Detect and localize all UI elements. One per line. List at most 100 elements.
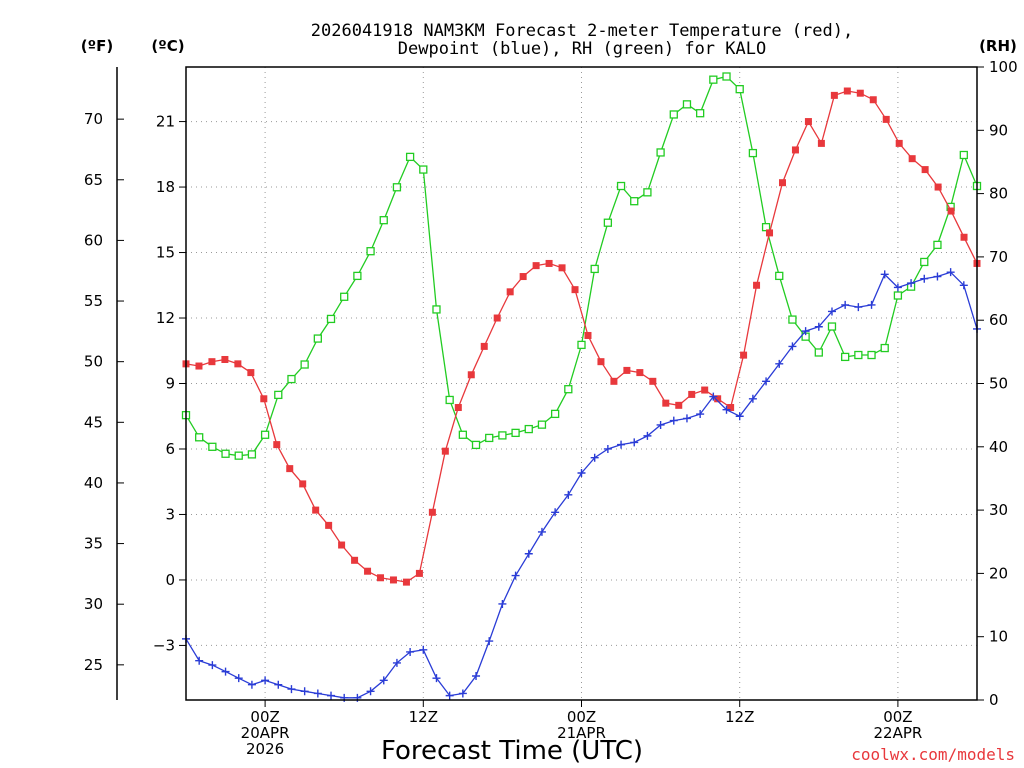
temperature-point	[882, 115, 890, 123]
rh-tick-label: 80	[989, 185, 1008, 203]
rh-point	[775, 271, 784, 281]
rh-point	[656, 148, 665, 157]
rh-point	[854, 350, 863, 360]
temperature-point	[234, 360, 242, 368]
rh-point	[313, 334, 322, 343]
temperature-point	[273, 441, 281, 449]
dewpoint-point	[564, 490, 573, 499]
x-tick-label: 21APR	[557, 724, 606, 742]
dewpoint-point	[577, 468, 586, 477]
dewpoint-point	[551, 508, 560, 517]
temperature-point	[532, 262, 540, 270]
celsius-tick-label: 15	[156, 244, 175, 262]
fahrenheit-tick-label: 65	[84, 171, 103, 189]
temperature-point	[817, 139, 825, 147]
temperature-point	[571, 286, 579, 294]
celsius-tick-label: 0	[165, 571, 175, 589]
temperature-point	[428, 508, 436, 516]
rh-point	[445, 395, 454, 405]
temperature-point	[636, 369, 644, 377]
dewpoint-point	[735, 412, 744, 421]
dewpoint-point	[669, 416, 678, 425]
rh-point	[959, 150, 968, 160]
grid-layer	[186, 67, 977, 700]
rh-point	[234, 451, 243, 460]
rh-point	[788, 315, 797, 324]
temperature-point	[623, 366, 631, 374]
dewpoint-point	[274, 680, 283, 689]
celsius-tick-label: 21	[156, 113, 175, 131]
temperature-point	[493, 314, 501, 322]
dewpoint-point	[221, 667, 230, 676]
rh-tick-label: 100	[989, 58, 1018, 76]
rh-point	[722, 72, 731, 81]
temperature-series-line	[185, 90, 978, 583]
dewpoint-point	[537, 527, 546, 536]
x-tick-label: 22APR	[873, 724, 922, 742]
temperature-point	[312, 506, 320, 514]
temperature-point	[364, 567, 372, 575]
rh-point	[247, 450, 257, 459]
dewpoint-point	[748, 394, 757, 403]
celsius-unit-label: (ºC)	[151, 37, 184, 55]
dewpoint-point	[893, 283, 902, 292]
chart-title-line-1: 2026041918 NAM3KM Forecast 2-meter Tempe…	[311, 21, 853, 41]
series-layer	[181, 72, 982, 702]
rh-point	[550, 409, 560, 419]
dewpoint-point	[590, 453, 599, 462]
dewpoint-point	[208, 661, 217, 670]
dewpoint-point	[445, 691, 454, 700]
fahrenheit-tick-label: 60	[84, 231, 103, 249]
dewpoint-point	[379, 676, 388, 685]
dewpoint-point	[775, 359, 784, 368]
rh-point	[590, 264, 599, 274]
dewpoint-point	[841, 300, 850, 309]
dewpoint-point	[920, 274, 929, 283]
x-tick-label: 12Z	[409, 708, 438, 726]
temperature-point	[480, 342, 488, 350]
fahrenheit-tick-label: 50	[84, 353, 103, 371]
temperature-point	[934, 183, 942, 191]
temperature-point	[753, 281, 761, 289]
temperature-point	[558, 264, 566, 272]
dewpoint-point	[511, 571, 520, 580]
temperature-point	[597, 358, 605, 366]
temperature-point	[584, 331, 592, 339]
rh-point	[195, 433, 204, 442]
rh-point	[274, 390, 283, 400]
dewpoint-point	[406, 647, 415, 656]
temperature-point	[441, 447, 449, 455]
x-tick-label: 00Z	[567, 708, 596, 726]
temperature-point	[454, 404, 462, 412]
dewpoint-point	[880, 270, 889, 279]
dewpoint-point	[696, 410, 705, 419]
rh-point	[893, 291, 903, 300]
rh-point	[379, 216, 388, 225]
x-tick-label: 2026	[246, 740, 284, 758]
temperature-point	[778, 179, 786, 187]
temperature-point	[804, 118, 812, 126]
temperature-point	[688, 390, 696, 398]
dewpoint-point	[682, 414, 691, 423]
fahrenheit-unit-label: (ºF)	[81, 37, 113, 55]
x-tick-label: 12Z	[725, 708, 754, 726]
celsius-tick-label: 6	[165, 440, 175, 458]
temperature-point	[325, 521, 333, 529]
rh-point	[537, 420, 547, 429]
celsius-tick-label: 18	[156, 178, 175, 196]
temperature-point	[908, 155, 916, 163]
fahrenheit-tick-label: 55	[84, 292, 103, 310]
rh-tick-label: 50	[989, 375, 1008, 393]
dewpoint-point	[327, 691, 336, 700]
temperature-point	[247, 369, 255, 377]
fahrenheit-tick-label: 45	[84, 413, 103, 431]
fahrenheit-tick-label: 30	[84, 595, 103, 613]
temperature-point	[947, 207, 955, 215]
rh-point	[208, 442, 217, 451]
rh-point	[524, 424, 533, 434]
rh-point	[669, 110, 678, 119]
rh-point	[709, 75, 718, 84]
rh-point	[366, 247, 375, 256]
credit-text: coolwx.com/models	[851, 745, 1015, 764]
celsius-tick-label: 9	[165, 375, 175, 393]
